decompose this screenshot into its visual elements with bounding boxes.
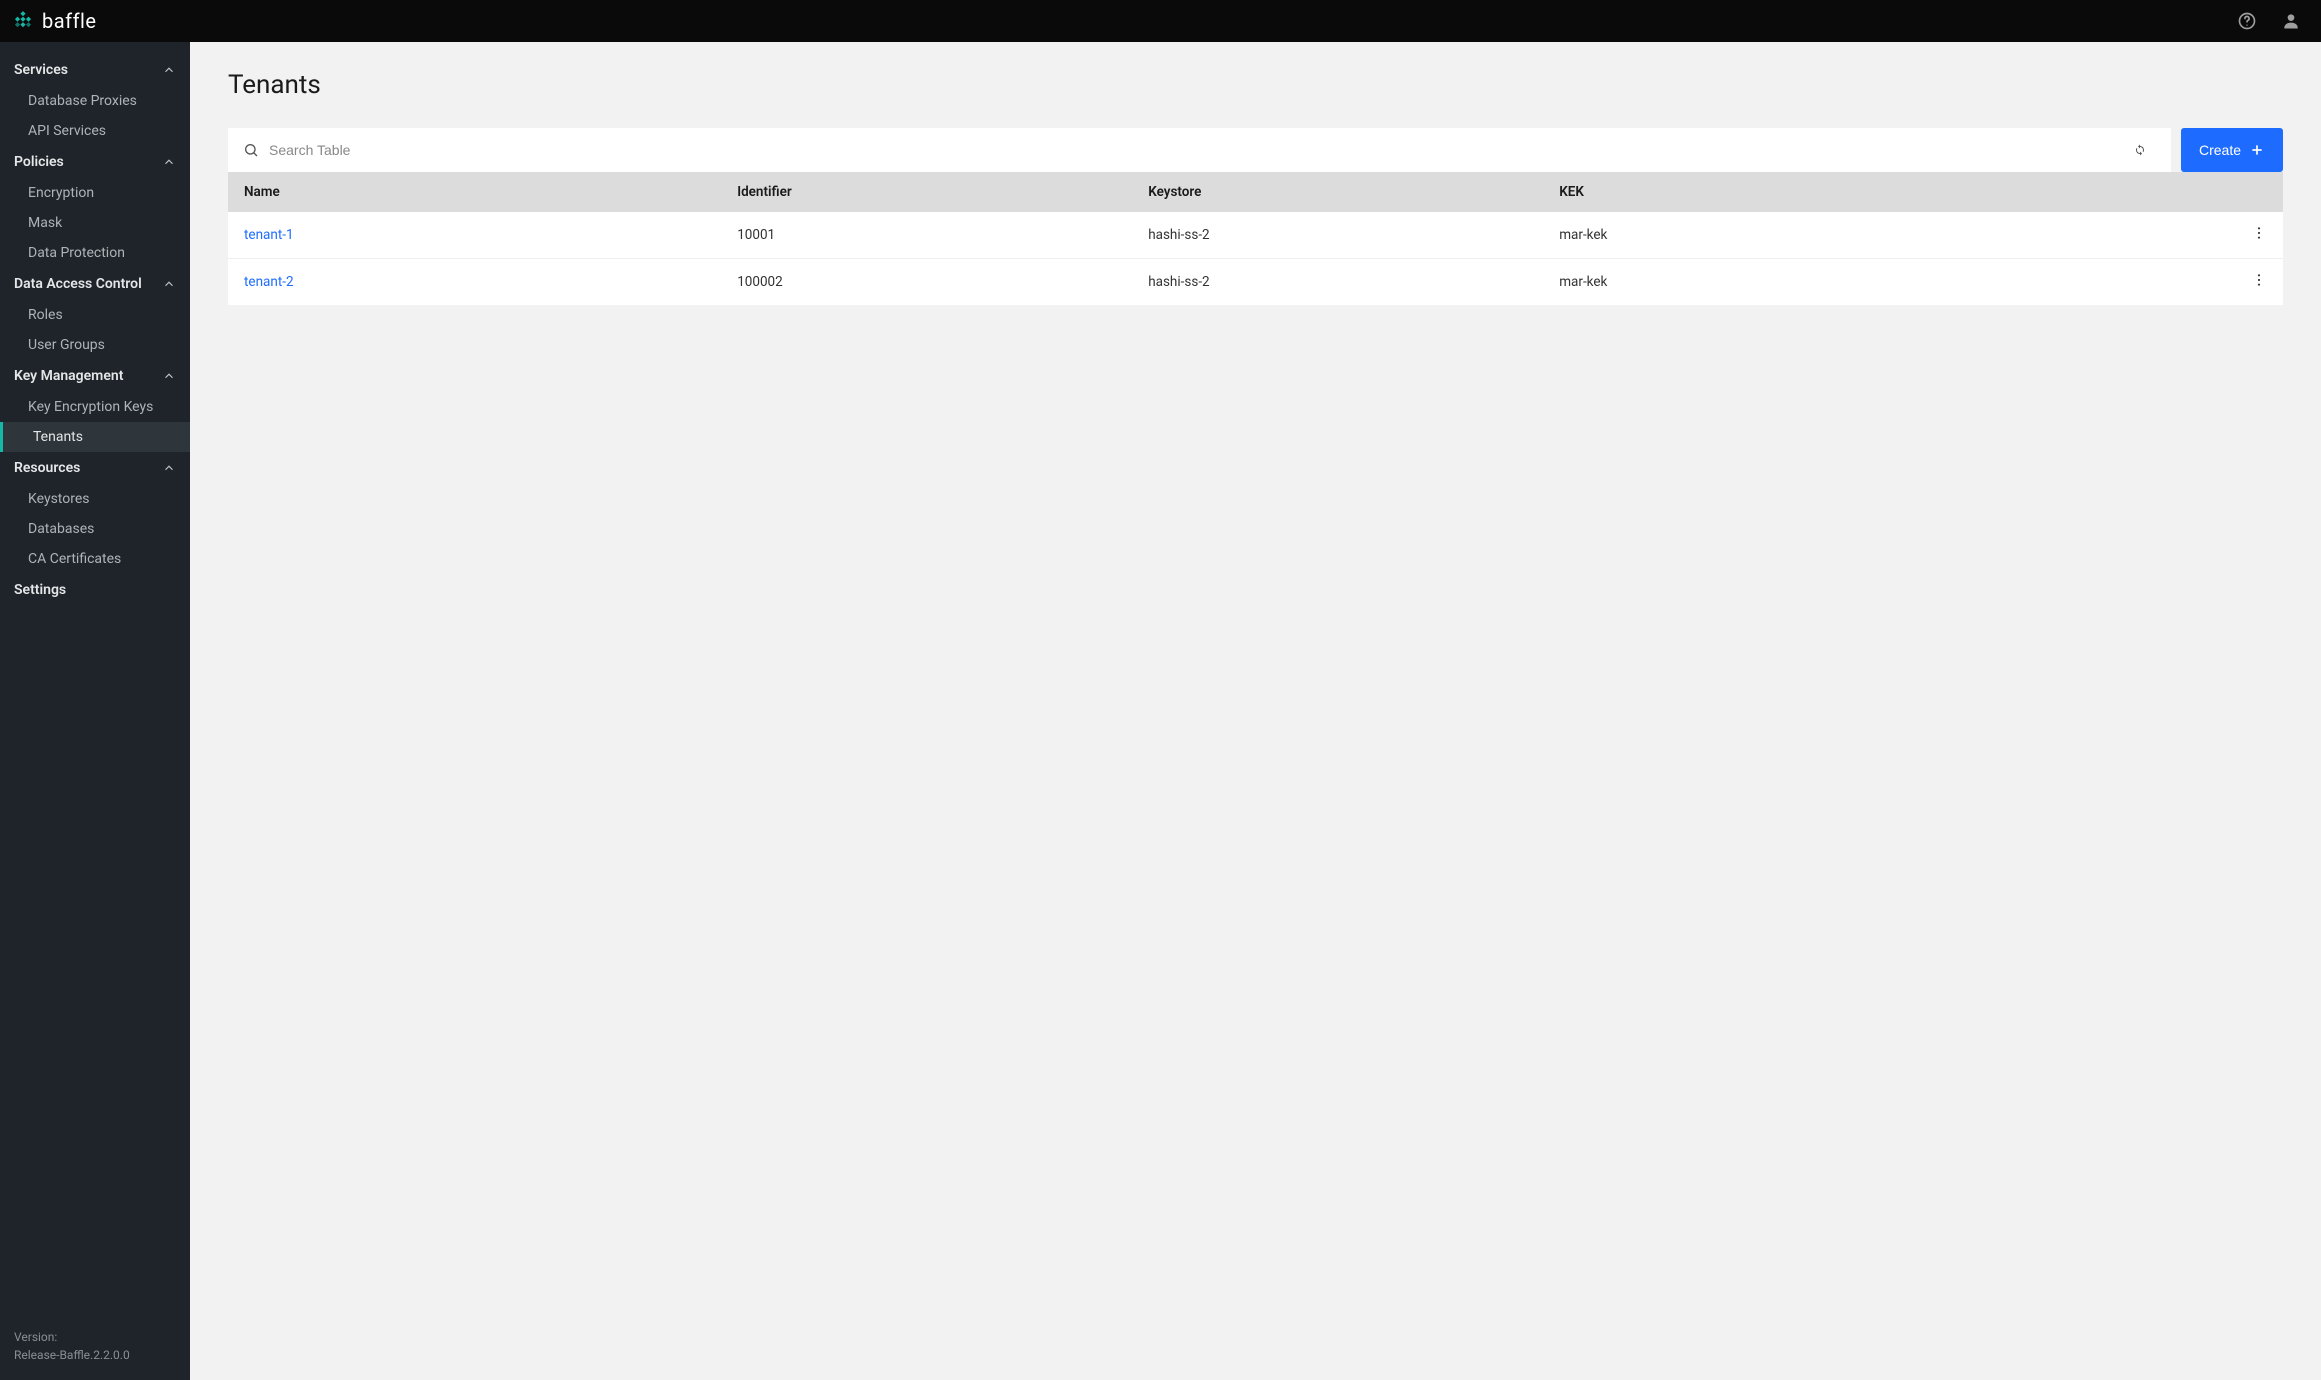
sidebar-item[interactable]: Databases: [0, 514, 190, 544]
sidebar-section-label: Resources: [14, 460, 80, 476]
chevron-up-icon: [162, 369, 176, 383]
user-icon[interactable]: [2281, 11, 2301, 31]
table-header[interactable]: Name: [228, 172, 721, 212]
sidebar-section-label: Services: [14, 62, 68, 78]
sidebar: Services Database ProxiesAPI Services Poli…: [0, 42, 190, 1380]
more-vert-icon: [2251, 272, 2267, 288]
brand-name: baffle: [42, 9, 96, 33]
brand-logo-icon: [12, 10, 34, 32]
chevron-up-icon: [162, 277, 176, 291]
page-title: Tenants: [228, 70, 2283, 100]
table-cell: mar-kek: [1543, 259, 2235, 306]
sidebar-item[interactable]: CA Certificates: [0, 544, 190, 574]
sidebar-section-label: Key Management: [14, 368, 123, 384]
row-actions-menu[interactable]: [2235, 212, 2283, 259]
tenant-link[interactable]: tenant-2: [244, 274, 294, 290]
sidebar-section[interactable]: Services: [0, 54, 190, 86]
search-wrap[interactable]: [228, 128, 2171, 172]
sidebar-item[interactable]: Tenants: [0, 422, 190, 452]
sidebar-section-label: Data Access Control: [14, 276, 142, 292]
table-header[interactable]: KEK: [1543, 172, 2235, 212]
chevron-up-icon: [162, 155, 176, 169]
topbar: baffle: [0, 0, 2321, 42]
sidebar-section[interactable]: Resources: [0, 452, 190, 484]
sidebar-item[interactable]: Encryption: [0, 178, 190, 208]
refresh-icon[interactable]: [2134, 141, 2156, 159]
table-cell: hashi-ss-2: [1132, 212, 1543, 259]
sidebar-item[interactable]: User Groups: [0, 330, 190, 360]
main-content: Tenants Create: [190, 42, 2321, 1380]
brand[interactable]: baffle: [12, 9, 96, 33]
sidebar-section[interactable]: Data Access Control: [0, 268, 190, 300]
version-label: Version:: [14, 1328, 176, 1346]
sidebar-item[interactable]: Roles: [0, 300, 190, 330]
sidebar-item[interactable]: Database Proxies: [0, 86, 190, 116]
create-button-label: Create: [2199, 142, 2241, 158]
more-vert-icon: [2251, 225, 2267, 241]
table-cell: hashi-ss-2: [1132, 259, 1543, 306]
table-header-actions: [2235, 172, 2283, 212]
tenant-link[interactable]: tenant-1: [244, 227, 294, 243]
table-row: tenant-2 100002hashi-ss-2mar-kek: [228, 259, 2283, 306]
sidebar-item[interactable]: API Services: [0, 116, 190, 146]
table-header[interactable]: Keystore: [1132, 172, 1543, 212]
table-cell: mar-kek: [1543, 212, 2235, 259]
sidebar-section[interactable]: Policies: [0, 146, 190, 178]
sidebar-section-label: Policies: [14, 154, 64, 170]
sidebar-section[interactable]: Key Management: [0, 360, 190, 392]
sidebar-version: Version: Release-Baffle.2.2.0.0: [0, 1316, 190, 1380]
chevron-up-icon: [162, 461, 176, 475]
sidebar-item[interactable]: Data Protection: [0, 238, 190, 268]
table-cell: 10001: [721, 212, 1132, 259]
sidebar-item[interactable]: Mask: [0, 208, 190, 238]
tenants-table: NameIdentifierKeystoreKEK tenant-1 10001h…: [228, 172, 2283, 305]
sidebar-section[interactable]: Settings: [0, 574, 190, 606]
chevron-up-icon: [162, 63, 176, 77]
search-icon: [243, 142, 259, 158]
table-cell: 100002: [721, 259, 1132, 306]
sidebar-section-label: Settings: [14, 582, 66, 598]
topbar-actions: [2237, 11, 2301, 31]
toolbar: Create: [228, 128, 2283, 172]
row-actions-menu[interactable]: [2235, 259, 2283, 306]
table-header[interactable]: Identifier: [721, 172, 1132, 212]
help-icon[interactable]: [2237, 11, 2257, 31]
plus-icon: [2249, 142, 2265, 158]
sidebar-item[interactable]: Key Encryption Keys: [0, 392, 190, 422]
table-row: tenant-1 10001hashi-ss-2mar-kek: [228, 212, 2283, 259]
version-value: Release-Baffle.2.2.0.0: [14, 1346, 176, 1364]
search-input[interactable]: [269, 142, 2134, 158]
sidebar-item[interactable]: Keystores: [0, 484, 190, 514]
create-button[interactable]: Create: [2181, 128, 2283, 172]
